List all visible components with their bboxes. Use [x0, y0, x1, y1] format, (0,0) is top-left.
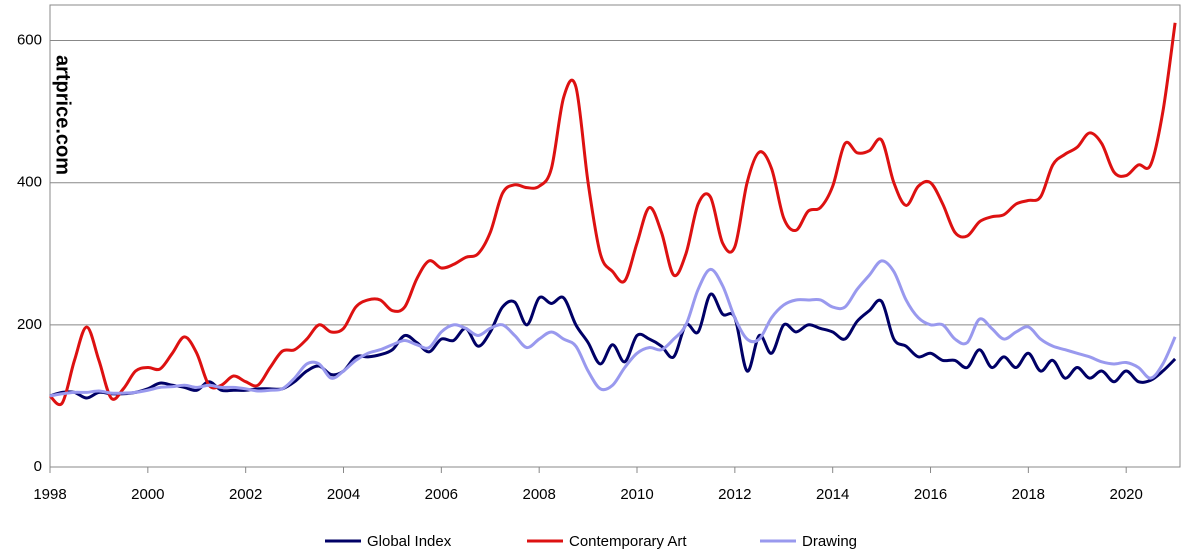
line-series	[49, 292, 1177, 400]
legend-label: Global Index	[367, 533, 452, 550]
x-tick-label: 2020	[1110, 486, 1143, 503]
x-tick-label: 2014	[816, 486, 849, 503]
x-tick-label: 2010	[620, 486, 653, 503]
y-tick-label: 400	[17, 174, 42, 191]
y-tick-label: 200	[17, 316, 42, 333]
x-tick-label: 2018	[1012, 486, 1045, 503]
legend-label: Contemporary Art	[569, 533, 687, 550]
x-tick-label: 2008	[522, 486, 555, 503]
x-tick-label: 2004	[327, 486, 360, 503]
watermark: artprice.com	[52, 55, 74, 175]
x-tick-label: 2002	[229, 486, 262, 503]
x-tick-label: 2006	[425, 486, 458, 503]
y-tick-label: 0	[34, 458, 42, 475]
line-series	[48, 22, 1177, 407]
plot-frame	[49, 4, 1181, 468]
x-tick-label: 2012	[718, 486, 751, 503]
legend-label: Drawing	[802, 533, 857, 550]
line-series	[49, 259, 1177, 398]
x-tick-label: 2016	[914, 486, 947, 503]
x-tick-label: 2000	[131, 486, 164, 503]
y-tick-label: 600	[17, 32, 42, 49]
x-tick-label: 1998	[33, 486, 66, 503]
